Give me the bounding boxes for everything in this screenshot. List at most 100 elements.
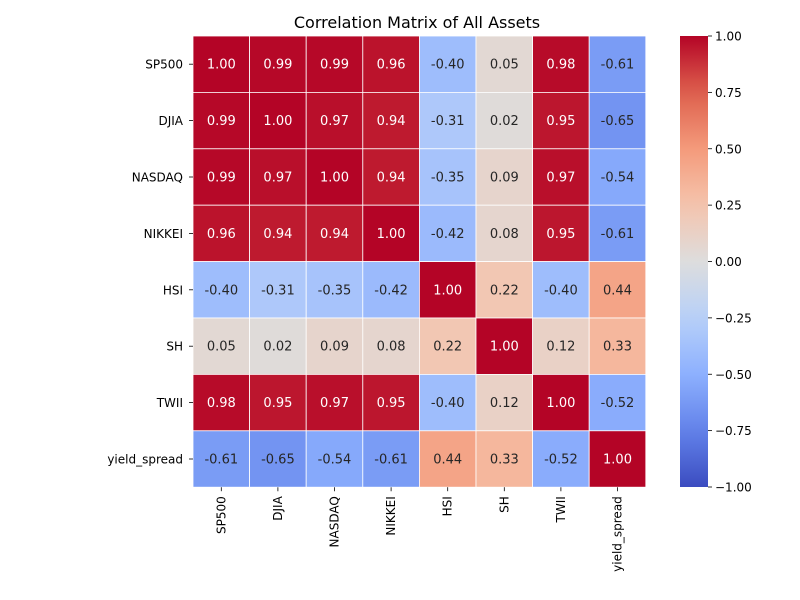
row-label-HSI: HSI bbox=[163, 283, 183, 297]
chart-title: Correlation Matrix of All Assets bbox=[294, 13, 540, 32]
heatmap-cell-HSI-yield_spread bbox=[588, 261, 647, 319]
cell-value-label: -0.31 bbox=[261, 283, 295, 298]
heatmap-cell-NASDAQ-TWII bbox=[532, 148, 590, 206]
cell-value-label: 1.00 bbox=[377, 227, 406, 242]
row-label-yield_spread: yield_spread bbox=[107, 453, 183, 467]
cell-value-label: -0.35 bbox=[431, 171, 465, 186]
heatmap-cell-SP500-DJIA bbox=[249, 35, 307, 93]
cell-value-label: -0.42 bbox=[431, 227, 465, 242]
cell-value-label: 0.99 bbox=[207, 114, 236, 129]
heatmap-cell-SP500-SH bbox=[475, 35, 533, 93]
cell-value-label: 0.44 bbox=[433, 453, 462, 468]
heatmap-cell-SP500-NIKKEI bbox=[362, 35, 420, 93]
cell-value-label: -0.61 bbox=[601, 227, 635, 242]
column-label-SH: SH bbox=[497, 496, 511, 513]
cell-value-label: 0.96 bbox=[207, 227, 236, 242]
heatmap-cell-SH-yield_spread bbox=[588, 317, 647, 375]
cell-value-label: 0.94 bbox=[377, 114, 406, 129]
row-label-DJIA: DJIA bbox=[158, 114, 183, 128]
cell-value-label: 0.96 bbox=[377, 58, 406, 73]
cell-value-label: -0.61 bbox=[601, 58, 635, 73]
heatmap-cell-SH-TWII bbox=[532, 317, 590, 375]
cell-value-label: 0.99 bbox=[207, 171, 236, 186]
cell-value-label: -0.54 bbox=[601, 171, 635, 186]
heatmap-cell-DJIA-NIKKEI bbox=[362, 92, 420, 150]
cell-value-label: 0.97 bbox=[320, 114, 349, 129]
cell-value-label: 0.09 bbox=[490, 171, 519, 186]
cell-value-label: -0.31 bbox=[431, 114, 465, 129]
colorbar-gradient bbox=[680, 36, 708, 487]
column-tick-labels: SP500 DJIA NASDAQ NIKKEI HSI SH TWII yield_spre… bbox=[214, 487, 625, 572]
cell-value-label: 1.00 bbox=[263, 114, 292, 129]
cell-value-label: 0.94 bbox=[377, 171, 406, 186]
cell-value-label: 0.94 bbox=[263, 227, 292, 242]
heatmap-cell-NASDAQ-SH bbox=[475, 148, 533, 206]
cell-value-label: 0.98 bbox=[546, 58, 575, 73]
heatmap-cell-TWII-SH bbox=[475, 373, 533, 432]
heatmap-cell-TWII-HSI bbox=[418, 373, 477, 432]
cell-value-label: -0.52 bbox=[601, 396, 635, 411]
cell-value-label: 0.99 bbox=[263, 58, 292, 73]
cell-value-label: -0.61 bbox=[374, 453, 408, 468]
cell-value-label: 1.00 bbox=[433, 283, 462, 298]
heatmap-cell-NIKKEI-SP500 bbox=[192, 204, 250, 262]
column-label-DJIA: DJIA bbox=[271, 495, 285, 520]
cell-value-label: 0.09 bbox=[320, 340, 349, 355]
colorbar-tick-label: 0.50 bbox=[715, 142, 742, 156]
heatmap-cell-HSI-NIKKEI bbox=[362, 261, 420, 319]
cell-value-label: 0.08 bbox=[377, 340, 406, 355]
cell-value-label: 0.33 bbox=[490, 453, 519, 468]
cell-value-label: 0.08 bbox=[490, 227, 519, 242]
heatmap-cell-TWII-DJIA bbox=[249, 373, 307, 432]
heatmap-cell-NASDAQ-DJIA bbox=[249, 148, 307, 206]
row-label-NASDAQ: NASDAQ bbox=[132, 171, 183, 185]
heatmap-cell-SH-SH bbox=[475, 317, 533, 375]
heatmap-cell-HSI-TWII bbox=[532, 261, 590, 319]
heatmap-cell-NASDAQ-HSI bbox=[418, 148, 477, 206]
cell-value-label: 0.95 bbox=[546, 227, 575, 242]
heatmap-cell-TWII-SP500 bbox=[192, 373, 250, 432]
heatmap-cell-HSI-SH bbox=[475, 261, 533, 319]
colorbar-tick-label: −1.00 bbox=[715, 481, 752, 495]
cell-value-label: -0.40 bbox=[431, 58, 465, 73]
heatmap-cell-yield_spread-NASDAQ bbox=[305, 430, 364, 488]
heatmap-cell-NIKKEI-HSI bbox=[418, 204, 477, 262]
column-label-NIKKEI: NIKKEI bbox=[384, 496, 398, 535]
cell-value-label: 0.97 bbox=[320, 396, 349, 411]
colorbar-tick-label: 0.25 bbox=[715, 199, 742, 213]
cell-value-label: 0.02 bbox=[263, 340, 292, 355]
heatmap-cell-NIKKEI-NASDAQ bbox=[305, 204, 364, 262]
heatmap-cell-yield_spread-HSI bbox=[418, 430, 477, 488]
column-label-TWII: TWII bbox=[554, 496, 568, 523]
row-label-TWII: TWII bbox=[156, 396, 183, 410]
cell-value-label: 1.00 bbox=[320, 171, 349, 186]
cell-value-label: 1.00 bbox=[490, 340, 519, 355]
heatmap-cell-yield_spread-SH bbox=[475, 430, 533, 488]
row-tick-labels: SP500 DJIA NASDAQ NIKKEI HSI SH TWII yield_spre… bbox=[107, 58, 193, 467]
heatmap-cell-NASDAQ-NIKKEI bbox=[362, 148, 420, 206]
cell-value-label: 0.12 bbox=[546, 340, 575, 355]
column-label-NASDAQ: NASDAQ bbox=[328, 496, 342, 547]
heatmap-cell-SP500-SP500 bbox=[192, 35, 250, 93]
column-label-yield_spread: yield_spread bbox=[611, 496, 625, 572]
cell-value-label: 0.44 bbox=[603, 283, 632, 298]
heatmap-cell-SH-NASDAQ bbox=[305, 317, 364, 375]
heatmap-cell-yield_spread-DJIA bbox=[249, 430, 307, 488]
heatmap-cell-SH-DJIA bbox=[249, 317, 307, 375]
colorbar-tick-label: −0.25 bbox=[715, 311, 752, 325]
colorbar-tick-label: 1.00 bbox=[715, 30, 742, 44]
cell-value-label: 0.99 bbox=[320, 58, 349, 73]
cell-value-label: 0.95 bbox=[546, 114, 575, 129]
cell-value-label: 0.95 bbox=[377, 396, 406, 411]
cell-value-label: 0.97 bbox=[263, 171, 292, 186]
cell-value-label: -0.40 bbox=[431, 396, 465, 411]
heatmap-cell-DJIA-SH bbox=[475, 92, 533, 150]
cell-value-label: -0.40 bbox=[204, 283, 238, 298]
cell-value-label: -0.42 bbox=[374, 283, 408, 298]
colorbar-tick-label: 0.00 bbox=[715, 255, 742, 269]
cell-value-label: -0.61 bbox=[204, 453, 238, 468]
cell-value-label: 0.33 bbox=[603, 340, 632, 355]
heatmap-cell-TWII-NASDAQ bbox=[305, 373, 364, 432]
colorbar-tick-label: 0.75 bbox=[715, 86, 742, 100]
